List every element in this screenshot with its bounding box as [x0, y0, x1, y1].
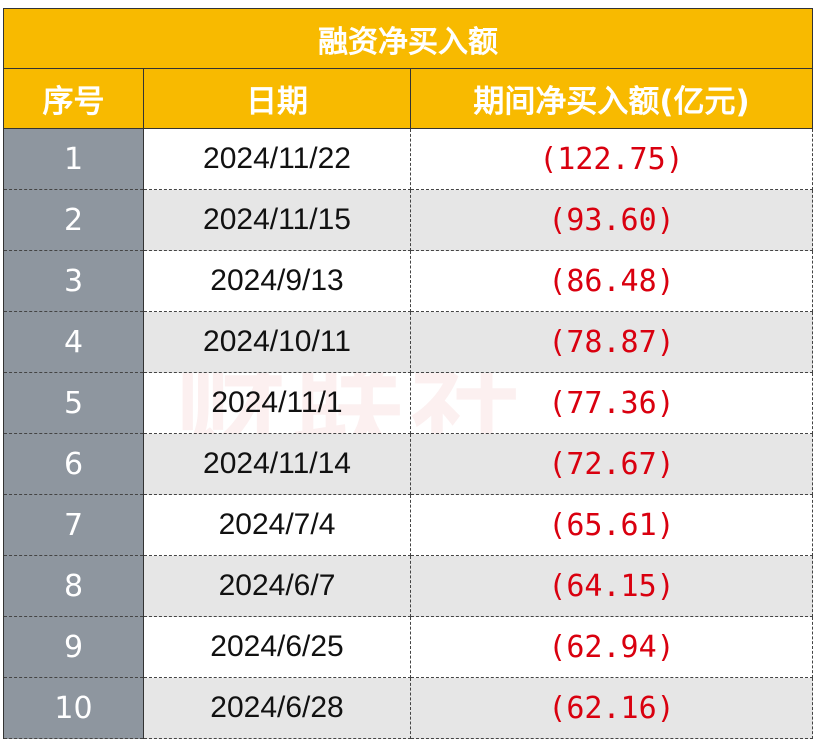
row-index: 1	[3, 128, 144, 190]
table-title: 融资净买入额	[2, 8, 814, 69]
row-date: 2024/11/14	[143, 433, 411, 495]
net-buy-table: 融资净买入额 序号 日期 期间净买入额(亿元) 1 2024/11/22 (122.…	[2, 8, 814, 739]
row-date: 2024/11/22	[143, 128, 411, 190]
row-index: 3	[3, 250, 144, 312]
row-value: (93.60)	[410, 189, 814, 251]
table-row: 6 2024/11/14 (72.67)	[3, 433, 814, 495]
row-index: 5	[3, 372, 144, 434]
row-index: 10	[3, 677, 144, 739]
table-row: 5 2024/11/1 (77.36)	[3, 372, 814, 434]
table-row: 10 2024/6/28 (62.16)	[3, 677, 814, 739]
table-row: 7 2024/7/4 (65.61)	[3, 494, 814, 556]
row-index: 7	[3, 494, 144, 556]
row-index: 4	[3, 311, 144, 373]
row-date: 2024/9/13	[143, 250, 411, 312]
table-row: 1 2024/11/22 (122.75)	[3, 128, 814, 190]
row-value: (77.36)	[410, 372, 814, 434]
row-value: (62.94)	[410, 616, 814, 678]
header-value: 期间净买入额(亿元)	[409, 68, 814, 129]
table-row: 4 2024/10/11 (78.87)	[3, 311, 814, 373]
row-index: 6	[3, 433, 144, 495]
row-value: (65.61)	[410, 494, 814, 556]
row-value: (86.48)	[410, 250, 814, 312]
header-index: 序号	[3, 68, 144, 129]
row-date: 2024/7/4	[143, 494, 411, 556]
row-date: 2024/11/1	[143, 372, 411, 434]
row-date: 2024/11/15	[143, 189, 411, 251]
row-date: 2024/6/25	[143, 616, 411, 678]
header-date: 日期	[143, 68, 411, 129]
row-value: (62.16)	[410, 677, 814, 739]
row-value: (72.67)	[410, 433, 814, 495]
row-value: (122.75)	[410, 128, 814, 190]
table-row: 8 2024/6/7 (64.15)	[3, 555, 814, 617]
row-date: 2024/6/28	[143, 677, 411, 739]
row-value: (78.87)	[410, 311, 814, 373]
row-value: (64.15)	[410, 555, 814, 617]
table-row: 3 2024/9/13 (86.48)	[3, 250, 814, 312]
row-date: 2024/6/7	[143, 555, 411, 617]
row-date: 2024/10/11	[143, 311, 411, 373]
row-index: 8	[3, 555, 144, 617]
table-row: 2 2024/11/15 (93.60)	[3, 189, 814, 251]
row-index: 2	[3, 189, 144, 251]
table-row: 9 2024/6/25 (62.94)	[3, 616, 814, 678]
row-index: 9	[3, 616, 144, 678]
